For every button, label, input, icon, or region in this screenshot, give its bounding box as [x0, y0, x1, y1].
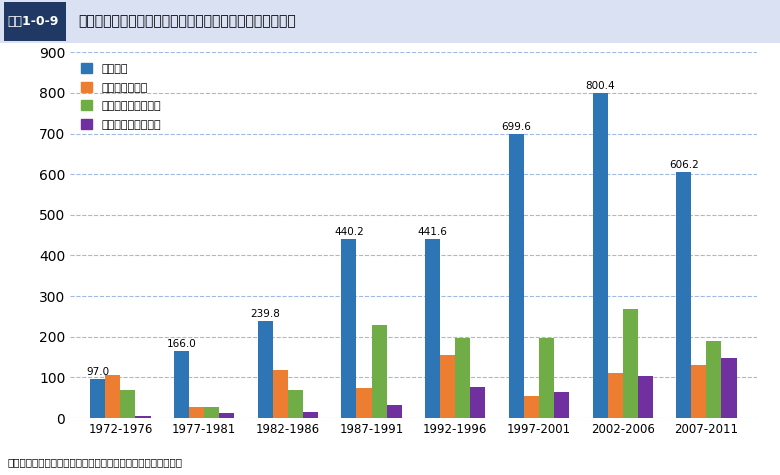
Bar	[524, 397, 539, 418]
Legend: 発生件数, 死者数（千人）, 被災者数（百万人）, 被害額（十億ドル）: 発生件数, 死者数（千人）, 被災者数（百万人）, 被害額（十億ドル）	[76, 58, 166, 135]
Bar	[136, 416, 151, 418]
Bar	[273, 370, 288, 418]
Bar	[356, 388, 371, 418]
Bar	[722, 358, 736, 418]
Bar	[691, 365, 707, 418]
Bar	[189, 407, 204, 418]
Bar	[539, 338, 554, 418]
Text: 出典：ＣＲＥＤ，アジア防災センター資料をもとに内閣府作成: 出典：ＣＲＥＤ，アジア防災センター資料をもとに内閣府作成	[8, 457, 183, 467]
Bar	[257, 321, 273, 418]
Text: 166.0: 166.0	[167, 339, 197, 349]
Bar	[120, 390, 136, 418]
Bar	[638, 376, 653, 418]
Bar	[425, 238, 440, 418]
Bar	[219, 413, 234, 418]
Text: 図表1-0-9: 図表1-0-9	[8, 15, 59, 28]
Bar	[676, 171, 691, 418]
Text: 世界の自然災害発生頻度及び被害状況の推移（年平均値）: 世界の自然災害発生頻度及び被害状況の推移（年平均値）	[78, 14, 296, 28]
Bar	[509, 133, 524, 418]
Bar	[470, 387, 485, 418]
FancyBboxPatch shape	[0, 0, 780, 43]
Text: 440.2: 440.2	[334, 227, 363, 237]
Bar	[303, 412, 318, 418]
Bar	[707, 341, 722, 418]
Bar	[105, 374, 120, 418]
Text: 97.0: 97.0	[87, 367, 109, 377]
Bar	[456, 338, 470, 418]
Bar	[622, 309, 638, 418]
Bar	[174, 351, 189, 418]
Bar	[608, 373, 622, 418]
Bar	[204, 407, 219, 418]
Text: 606.2: 606.2	[669, 160, 699, 170]
Text: 699.6: 699.6	[502, 122, 531, 132]
Bar	[288, 390, 303, 418]
Bar	[593, 93, 608, 418]
Bar	[440, 355, 456, 418]
Bar	[371, 325, 387, 418]
Text: 441.6: 441.6	[418, 227, 448, 237]
Text: 800.4: 800.4	[585, 81, 615, 91]
Bar	[4, 2, 66, 41]
Bar	[554, 391, 569, 418]
Bar	[387, 405, 402, 418]
Text: 239.8: 239.8	[250, 309, 280, 319]
Bar	[342, 239, 356, 418]
Bar	[90, 379, 105, 418]
